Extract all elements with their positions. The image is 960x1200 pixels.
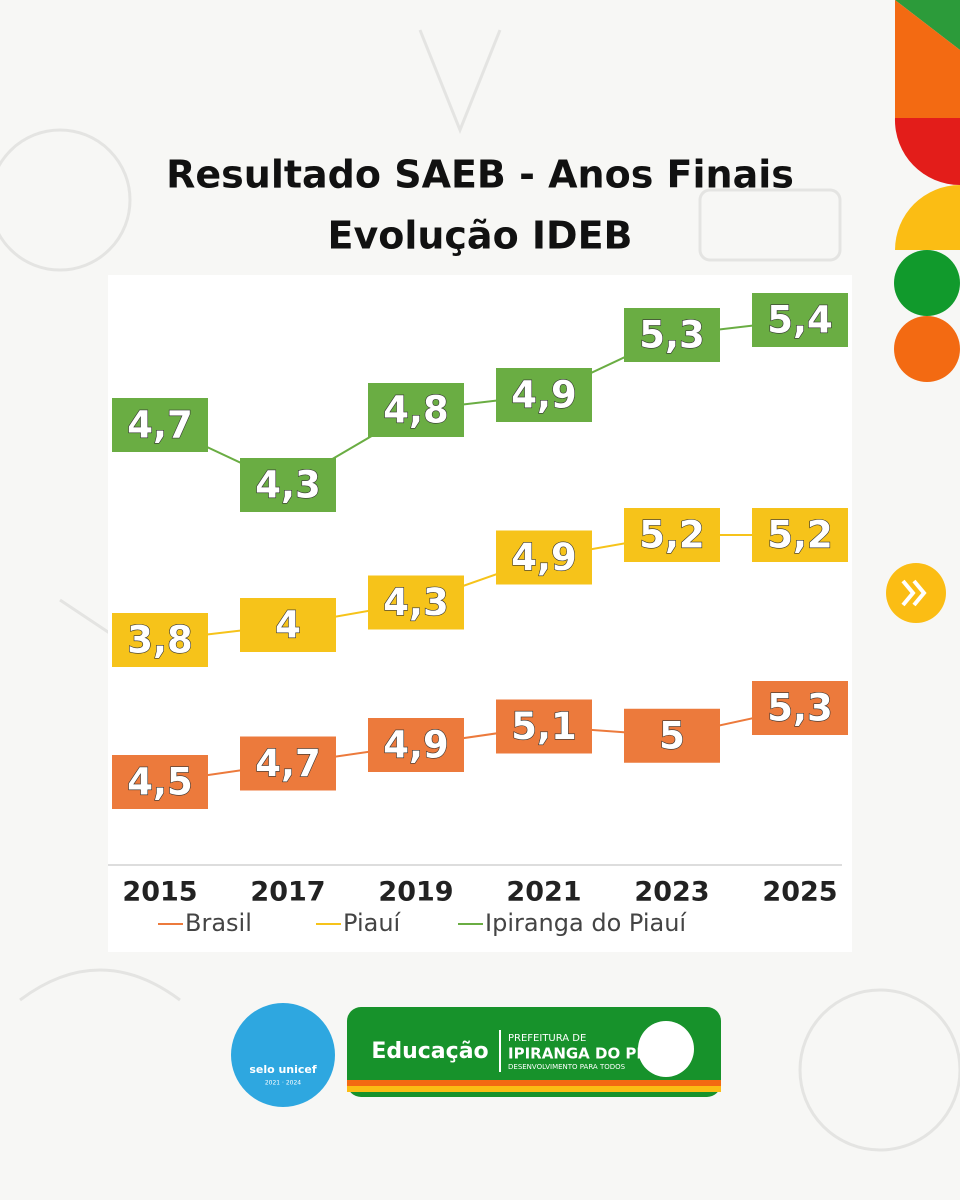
value-box <box>496 368 592 422</box>
value-label: 4,3 <box>255 464 321 507</box>
value-box <box>112 613 208 667</box>
value-label: 4,8 <box>383 389 449 432</box>
deco <box>895 0 960 118</box>
legend-label: Piauí <box>343 909 402 937</box>
x-tick-label: 2019 <box>378 877 453 908</box>
value-label: 5,3 <box>767 687 833 730</box>
value-label: 5,1 <box>511 705 577 748</box>
value-label: 4,5 <box>127 761 193 804</box>
value-label: 4,7 <box>127 404 193 447</box>
value-label: 4,9 <box>383 724 449 767</box>
selo-years: 2021 · 2024 <box>265 1080 301 1087</box>
value-box <box>752 293 848 347</box>
value-box <box>240 458 336 512</box>
value-box <box>368 718 464 772</box>
value-label: 4 <box>275 604 301 647</box>
value-label: 4,7 <box>255 742 321 785</box>
value-box <box>624 308 720 362</box>
value-box <box>752 681 848 735</box>
deco <box>895 185 960 250</box>
value-label: 4,9 <box>511 374 577 417</box>
legend-label: Brasil <box>185 909 252 937</box>
value-box <box>112 398 208 452</box>
city-text: IPIRANGA DO PIAUÍ <box>508 1044 671 1063</box>
value-box <box>368 383 464 437</box>
chart-panel <box>108 275 852 952</box>
value-label: 4,3 <box>383 581 449 624</box>
value-box <box>496 699 592 754</box>
edu-logo: Educação PREFEITURA DE IPIRANGA DO PIAUÍ… <box>347 1007 721 1097</box>
chart-subtitle: Evolução IDEB <box>327 214 632 258</box>
edu-text: Educação <box>371 1039 488 1064</box>
next-icon <box>901 579 927 607</box>
selo: selo unicef 2021 · 2024 <box>231 1003 335 1107</box>
value-box <box>624 508 720 562</box>
value-box <box>240 736 336 791</box>
chart-title: Resultado SAEB - Anos Finais <box>166 153 794 197</box>
deco <box>894 118 960 186</box>
doodles <box>0 29 960 1152</box>
x-tick-label: 2017 <box>250 877 325 908</box>
value-label: 4,9 <box>511 536 577 579</box>
value-box <box>368 575 464 630</box>
deco <box>894 316 960 382</box>
next-button[interactable] <box>886 563 946 623</box>
value-box <box>112 755 208 809</box>
legend-label: Ipiranga do Piauí <box>485 909 687 937</box>
x-tick-label: 2023 <box>634 877 709 908</box>
value-label: 5 <box>659 714 685 757</box>
value-label: 5,3 <box>639 314 705 357</box>
x-tick-label: 2021 <box>506 877 581 908</box>
pref-text: PREFEITURA DE <box>508 1033 586 1044</box>
x-tick-label: 2015 <box>122 877 197 908</box>
value-label: 3,8 <box>127 619 193 662</box>
slogan-text: DESENVOLVIMENTO PARA TODOS <box>508 1063 626 1071</box>
deco <box>894 250 960 316</box>
value-box <box>752 508 848 562</box>
plot: 2015 2017 2019 2021 2023 2025 4,5 4,7 4,9 5,1 5 5,3… <box>112 293 848 937</box>
selo-text: selo unicef <box>249 1063 317 1076</box>
value-label: 5,2 <box>767 514 833 557</box>
x-tick-label: 2025 <box>762 877 837 908</box>
value-label: 5,2 <box>639 514 705 557</box>
value-box <box>496 530 592 585</box>
value-box <box>240 598 336 652</box>
value-label: 5,4 <box>767 299 833 342</box>
value-box <box>624 708 720 763</box>
